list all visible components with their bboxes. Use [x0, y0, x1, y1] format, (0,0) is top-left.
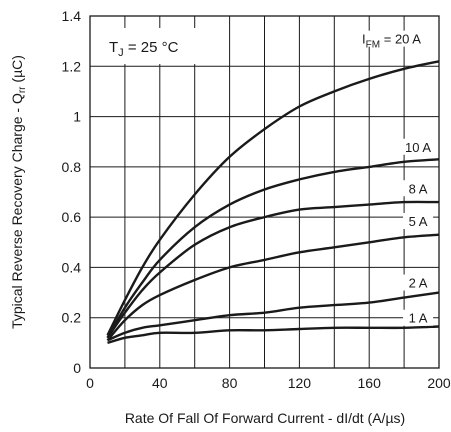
series-label-0: IFM = 20 A — [362, 32, 421, 51]
x-axis-title: Rate Of Fall Of Forward Current - dI/dt … — [125, 410, 405, 426]
y-tick-label: 1.4 — [62, 8, 82, 24]
x-tick-label: 0 — [86, 375, 94, 391]
series-label-4: 2 A — [409, 276, 428, 291]
series-line-5 — [107, 325, 440, 345]
series-label-background — [362, 30, 449, 47]
y-axis-title-subscript: rr — [17, 86, 28, 93]
y-tick-label: 0.2 — [62, 310, 82, 326]
series-line-1 — [106, 158, 440, 339]
series-label-background — [403, 212, 434, 229]
annotation-subscript: J — [118, 47, 124, 59]
series-label-background — [403, 309, 434, 326]
series-line-2 — [106, 200, 440, 339]
annotation-t: T — [109, 39, 118, 56]
series-label-5: 1 A — [409, 311, 428, 326]
y-tick-label: 0.4 — [62, 259, 82, 275]
tick-labels: 0 40 80 120 160 200 0 0.2 0.4 0.6 0.8 1 1.2 1.4 — [62, 8, 451, 391]
y-tick-label: 1 — [73, 109, 81, 125]
series-line-3 — [106, 233, 440, 342]
series-label-2: 8 A — [409, 181, 428, 196]
series-label-1: 10 A — [405, 140, 431, 155]
series-curves — [106, 60, 440, 345]
series-labels: IFM = 20 A 10 A 8 A 5 A 2 A 1 A — [362, 30, 449, 326]
series-label-3: 5 A — [409, 214, 428, 229]
x-tick-label: 120 — [288, 375, 312, 391]
y-tick-label: 0.6 — [62, 209, 82, 225]
series-line-0 — [106, 60, 440, 336]
series-label-background — [403, 180, 434, 197]
series-line-4 — [107, 291, 440, 342]
x-tick-label: 200 — [427, 375, 451, 391]
annotation-background — [99, 28, 207, 64]
y-axis-title-main: Typical Reverse Recovery Charge - Q — [9, 93, 25, 329]
series-label-background — [403, 274, 434, 291]
x-tick-label: 80 — [222, 375, 238, 391]
grid-lines — [90, 16, 439, 368]
y-tick-label: 0.8 — [62, 159, 82, 175]
series-label-background — [403, 138, 434, 155]
plot-frame — [89, 15, 440, 369]
y-axis-title: Typical Reverse Recovery Charge - Qrr (µ… — [9, 55, 28, 329]
x-tick-label: 40 — [152, 375, 168, 391]
temperature-annotation: TJ = 25 °C — [109, 39, 179, 59]
x-tick-label: 160 — [358, 375, 382, 391]
y-tick-label: 0 — [73, 360, 81, 376]
annotation-value: = 25 °C — [124, 39, 179, 56]
y-tick-label: 1.2 — [62, 58, 82, 74]
y-axis-title-unit: (µC) — [9, 55, 25, 86]
